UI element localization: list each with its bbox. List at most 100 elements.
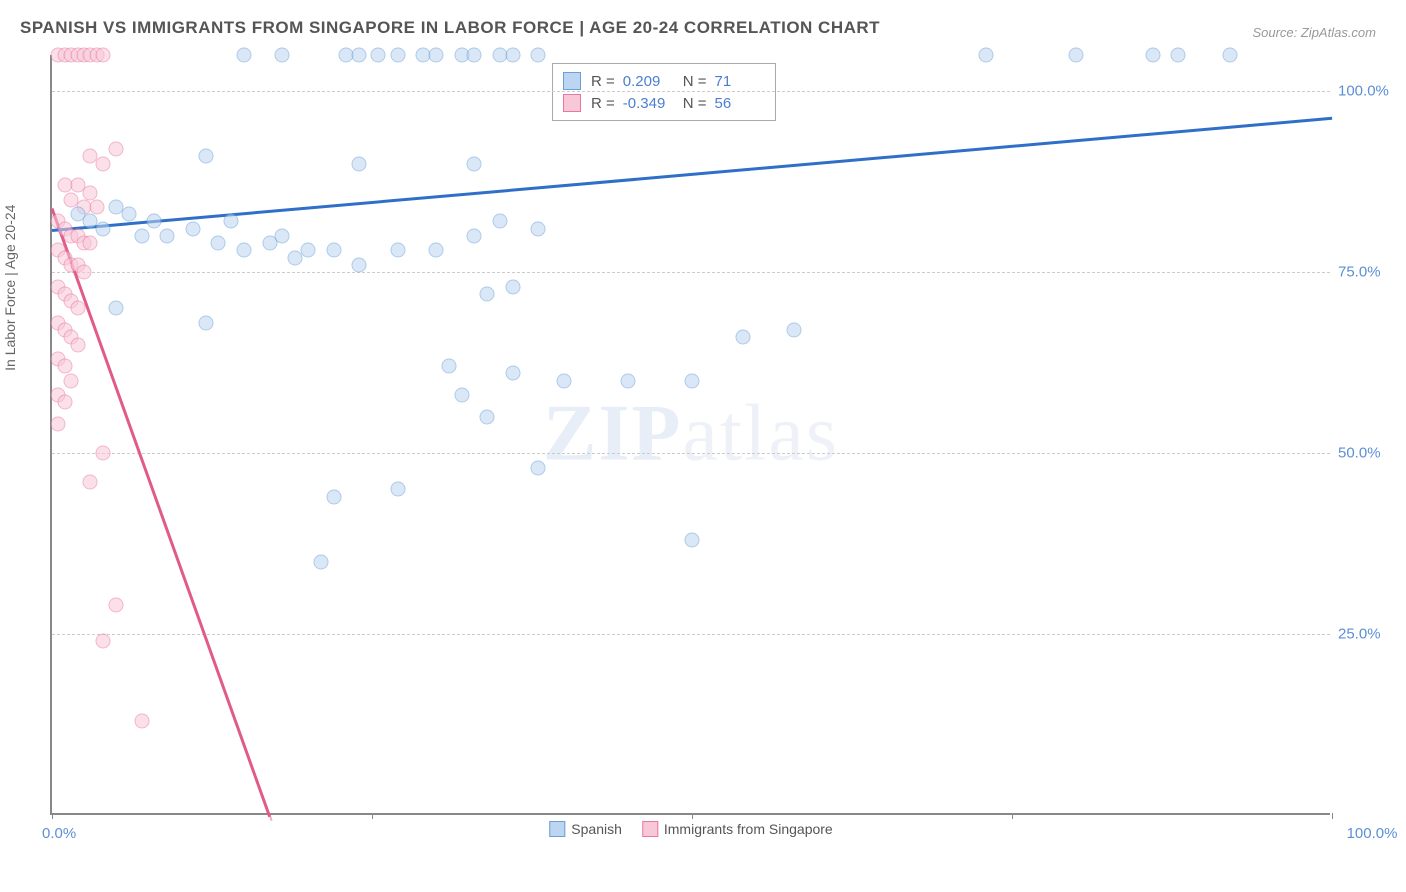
- legend-label-spanish: Spanish: [571, 821, 622, 837]
- y-axis-label: In Labor Force | Age 20-24: [2, 205, 18, 371]
- watermark: ZIPatlas: [543, 389, 839, 480]
- scatter-point-singapore: [109, 142, 124, 157]
- n-label: N =: [683, 73, 707, 90]
- scatter-point-spanish: [371, 48, 386, 63]
- scatter-point-spanish: [979, 48, 994, 63]
- scatter-point-singapore: [109, 598, 124, 613]
- scatter-point-spanish: [685, 532, 700, 547]
- scatter-point-spanish: [685, 373, 700, 388]
- scatter-point-spanish: [621, 373, 636, 388]
- scatter-point-spanish: [1069, 48, 1084, 63]
- r-value-singapore: -0.349: [623, 95, 673, 112]
- swatch-spanish: [563, 72, 581, 90]
- scatter-point-spanish: [237, 48, 252, 63]
- scatter-point-spanish: [505, 279, 520, 294]
- scatter-point-spanish: [109, 301, 124, 316]
- n-value-spanish: 71: [715, 73, 765, 90]
- scatter-point-singapore: [83, 185, 98, 200]
- scatter-point-spanish: [275, 228, 290, 243]
- scatter-point-spanish: [326, 243, 341, 258]
- y-tick-label: 75.0%: [1338, 264, 1381, 281]
- scatter-point-spanish: [275, 48, 290, 63]
- scatter-point-spanish: [736, 330, 751, 345]
- scatter-point-spanish: [429, 243, 444, 258]
- scatter-point-spanish: [390, 243, 405, 258]
- gridline: [52, 272, 1330, 273]
- scatter-point-spanish: [429, 48, 444, 63]
- scatter-point-spanish: [237, 243, 252, 258]
- r-label: R =: [591, 73, 615, 90]
- gridline: [52, 453, 1330, 454]
- scatter-point-spanish: [147, 214, 162, 229]
- scatter-point-singapore: [70, 337, 85, 352]
- watermark-bold: ZIP: [543, 390, 682, 478]
- legend: Spanish Immigrants from Singapore: [549, 821, 832, 837]
- scatter-point-spanish: [352, 156, 367, 171]
- scatter-point-spanish: [313, 554, 328, 569]
- scatter-point-spanish: [505, 366, 520, 381]
- scatter-point-spanish: [185, 221, 200, 236]
- scatter-point-spanish: [787, 323, 802, 338]
- scatter-point-singapore: [64, 373, 79, 388]
- scatter-point-singapore: [57, 359, 72, 374]
- scatter-point-singapore: [96, 156, 111, 171]
- scatter-point-spanish: [1171, 48, 1186, 63]
- gridline: [52, 91, 1330, 92]
- legend-swatch-spanish: [549, 821, 565, 837]
- legend-item-spanish: Spanish: [549, 821, 622, 837]
- scatter-point-spanish: [390, 48, 405, 63]
- scatter-point-spanish: [301, 243, 316, 258]
- legend-swatch-singapore: [642, 821, 658, 837]
- scatter-point-spanish: [480, 409, 495, 424]
- scatter-point-singapore: [83, 475, 98, 490]
- scatter-point-spanish: [326, 489, 341, 504]
- scatter-point-spanish: [531, 460, 546, 475]
- scatter-point-spanish: [211, 236, 226, 251]
- chart-plot-area: ZIPatlas R = 0.209 N = 71 R = -0.349 N =…: [50, 55, 1330, 815]
- scatter-point-spanish: [1222, 48, 1237, 63]
- x-tick-mark: [692, 813, 693, 819]
- x-tick-label: 100.0%: [1347, 825, 1398, 842]
- y-tick-label: 100.0%: [1338, 83, 1389, 100]
- scatter-point-spanish: [352, 257, 367, 272]
- x-tick-mark: [372, 813, 373, 819]
- scatter-point-singapore: [96, 446, 111, 461]
- x-tick-mark: [52, 813, 53, 819]
- legend-item-singapore: Immigrants from Singapore: [642, 821, 833, 837]
- scatter-point-singapore: [134, 713, 149, 728]
- scatter-point-spanish: [352, 48, 367, 63]
- scatter-point-spanish: [467, 156, 482, 171]
- trend-line: [52, 117, 1332, 232]
- x-tick-mark: [1012, 813, 1013, 819]
- scatter-point-spanish: [390, 482, 405, 497]
- n-value-singapore: 56: [715, 95, 765, 112]
- scatter-point-spanish: [134, 228, 149, 243]
- scatter-point-spanish: [198, 149, 213, 164]
- scatter-point-spanish: [160, 228, 175, 243]
- scatter-point-spanish: [96, 221, 111, 236]
- scatter-point-spanish: [121, 207, 136, 222]
- scatter-point-spanish: [454, 388, 469, 403]
- scatter-point-singapore: [51, 417, 66, 432]
- scatter-point-spanish: [1145, 48, 1160, 63]
- scatter-point-spanish: [467, 228, 482, 243]
- scatter-point-singapore: [96, 634, 111, 649]
- scatter-point-spanish: [224, 214, 239, 229]
- source-attribution: Source: ZipAtlas.com: [1252, 25, 1376, 40]
- scatter-point-singapore: [70, 301, 85, 316]
- scatter-point-spanish: [198, 315, 213, 330]
- scatter-point-singapore: [89, 200, 104, 215]
- gridline: [52, 634, 1330, 635]
- r-value-spanish: 0.209: [623, 73, 673, 90]
- scatter-point-singapore: [96, 48, 111, 63]
- scatter-point-spanish: [467, 48, 482, 63]
- watermark-thin: atlas: [682, 390, 839, 478]
- x-tick-label: 0.0%: [42, 825, 76, 842]
- source-prefix: Source:: [1252, 25, 1300, 40]
- y-tick-label: 50.0%: [1338, 445, 1381, 462]
- stats-row-singapore: R = -0.349 N = 56: [563, 92, 765, 114]
- source-name: ZipAtlas.com: [1301, 25, 1376, 40]
- legend-label-singapore: Immigrants from Singapore: [664, 821, 833, 837]
- scatter-point-spanish: [531, 221, 546, 236]
- scatter-point-singapore: [57, 395, 72, 410]
